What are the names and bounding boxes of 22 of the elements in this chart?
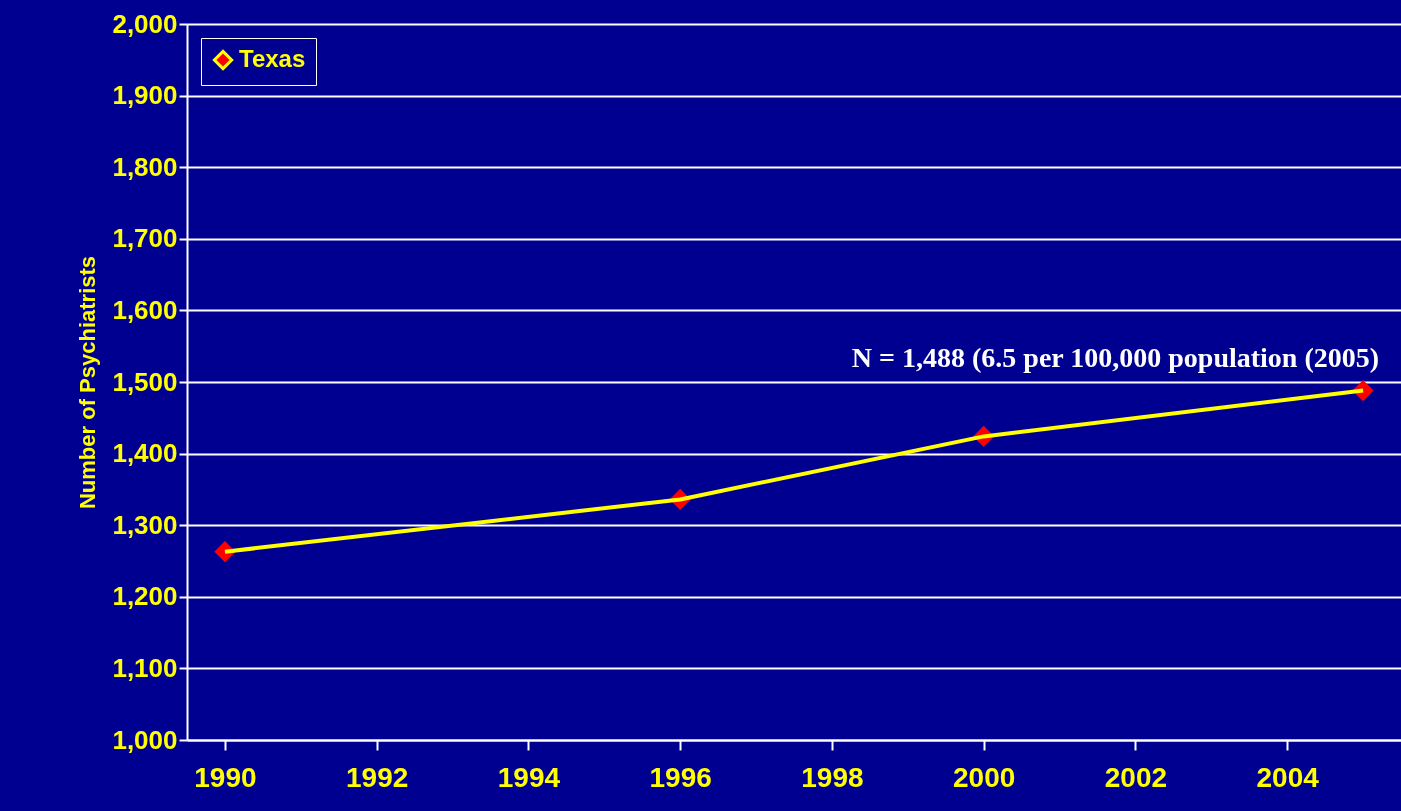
y-tick-label: 1,800 [112,151,178,182]
y-tick-label: 1,100 [112,652,178,683]
y-tick-label: 1,500 [112,366,178,397]
y-tick-label: 1,000 [112,724,178,755]
y-tick-label: 2,000 [112,8,178,39]
x-tick-label: 1994 [497,761,561,793]
x-tick-label: 1998 [801,761,864,793]
legend-label: Texas [239,45,306,72]
y-tick-label: 1,400 [112,438,178,469]
x-tick-label: 2002 [1104,761,1168,793]
y-tick-label: 1,600 [112,294,178,325]
annotation: N = 1,488 (6.5 per 100,000 population (2005) [851,341,1380,373]
x-tick-label: 2004 [1256,761,1320,793]
x-tick-label: 2000 [953,761,1016,793]
x-tick-label: 1996 [649,761,712,793]
y-axis-title: Number of Psychiatrists [75,255,101,510]
y-tick-label: 1,700 [112,223,178,254]
x-tick-label: 1992 [346,761,409,793]
x-tick-label: 1990 [194,761,257,793]
y-tick-label: 1,900 [112,80,178,111]
y-tick-label: 1,300 [112,509,178,540]
y-tick-label: 1,200 [112,581,178,612]
